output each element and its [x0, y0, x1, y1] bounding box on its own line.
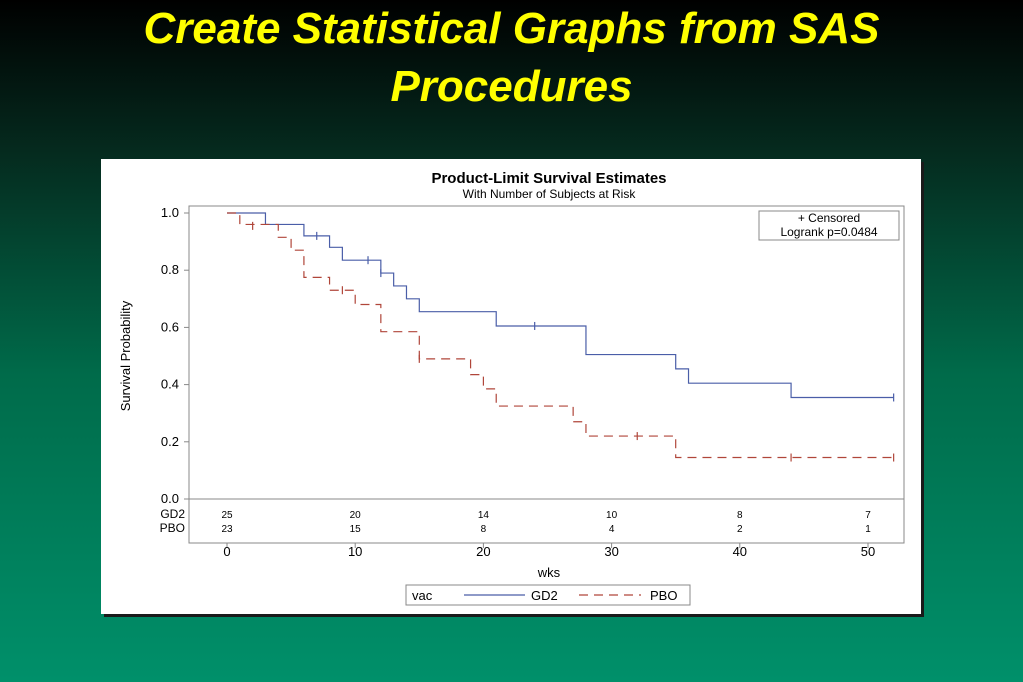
inset-border [758, 210, 900, 241]
at-risk-table: GD2 25 20 14 10 8 7 PBO 23 15 8 4 2 1 [160, 507, 872, 535]
y-tick-label: 1.0 [161, 205, 179, 220]
series-layer [227, 212, 895, 462]
survival-chart: Product-Limit Survival Estimates With Nu… [118, 170, 905, 606]
chart-subtitle: With Number of Subjects at Risk [463, 187, 637, 201]
inset-logrank-label: Logrank p=0.0484 [780, 225, 877, 239]
inset-censored-label: + Censored [798, 211, 860, 225]
y-axis-label: Survival Probability [118, 300, 133, 411]
x-tick-label: 0 [223, 544, 230, 559]
at-risk-count: 7 [865, 510, 871, 521]
slide-title: Create Statistical Graphs from SAS Proce… [0, 0, 1023, 116]
x-tick-label: 20 [476, 544, 490, 559]
inset-box: + Censored Logrank p=0.0484 [758, 210, 900, 241]
at-risk-count: 2 [737, 524, 743, 535]
at-risk-count: 25 [221, 510, 233, 521]
x-tick-label: 10 [348, 544, 362, 559]
at-risk-count: 1 [865, 524, 871, 535]
legend-title: vac [412, 588, 433, 603]
at-risk-count: 14 [478, 510, 490, 521]
chart-title: Product-Limit Survival Estimates [431, 170, 666, 187]
x-axis: 0 10 20 30 40 50 [223, 543, 875, 559]
at-risk-row-label: PBO [160, 521, 185, 535]
y-axis: 0.0 0.2 0.4 0.6 0.8 1.0 [161, 205, 189, 506]
plot-area-frame [188, 205, 905, 544]
y-tick-label: 0.8 [161, 262, 179, 277]
at-risk-count: 10 [606, 510, 618, 521]
slide-title-line2: Procedures [390, 62, 633, 111]
y-tick-label: 0.4 [161, 377, 179, 392]
x-axis-label: wks [537, 565, 561, 580]
at-risk-count: 15 [350, 524, 362, 535]
survival-curve-pbo [227, 212, 894, 459]
at-risk-count: 23 [221, 524, 233, 535]
legend: vac GD2 PBO [405, 584, 691, 606]
legend-label-gd2: GD2 [531, 588, 558, 603]
x-tick-label: 30 [604, 544, 618, 559]
at-risk-count: 8 [481, 524, 487, 535]
x-tick-label: 50 [861, 544, 875, 559]
at-risk-row-label: GD2 [160, 507, 185, 521]
survival-curve-gd2 [227, 212, 894, 399]
slide-title-line1: Create Statistical Graphs from SAS [143, 4, 880, 53]
y-tick-label: 0.6 [161, 319, 179, 334]
legend-label-pbo: PBO [650, 588, 677, 603]
y-tick-label: 0.0 [161, 491, 179, 506]
chart-frame: Product-Limit Survival Estimates With Nu… [101, 159, 921, 614]
at-risk-count: 4 [609, 524, 615, 535]
at-risk-count: 8 [737, 510, 743, 521]
y-tick-label: 0.2 [161, 434, 179, 449]
at-risk-count: 20 [350, 510, 362, 521]
legend-border [405, 584, 691, 606]
x-tick-label: 40 [733, 544, 747, 559]
